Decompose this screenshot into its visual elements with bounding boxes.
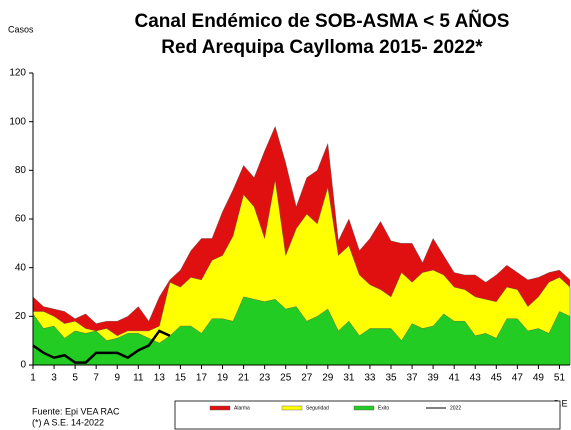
y-axis-label: Casos: [8, 24, 34, 34]
x-tick-label: 15: [175, 373, 187, 384]
chart-title: Canal Endémico de SOB-ASMA < 5 AÑOS: [135, 10, 510, 32]
x-tick-label: 47: [512, 373, 524, 384]
x-tick-label: 25: [280, 373, 292, 384]
x-tick-label: 23: [259, 373, 271, 384]
x-tick-label: 31: [343, 373, 355, 384]
area: [32, 180, 571, 366]
y-tick-label: 60: [15, 214, 27, 225]
x-tick-label: 39: [428, 373, 440, 384]
x-tick-label: 37: [406, 373, 418, 384]
x-tick-label: 1: [30, 373, 36, 384]
x-tick-label: 43: [470, 373, 482, 384]
y-tick-label: 80: [15, 165, 27, 176]
legend-label: Seguridad: [306, 405, 329, 411]
x-tick-label: 9: [114, 373, 120, 384]
y-tick-label: 40: [15, 262, 27, 273]
x-tick-label: 35: [385, 373, 397, 384]
legend-label: Exito: [378, 405, 389, 411]
x-tick-label: 3: [51, 373, 57, 384]
y-tick-label: 120: [9, 68, 26, 79]
legend-swatch: [353, 405, 375, 411]
source-note: (*) A S.E. 14-2022: [32, 417, 104, 427]
y-tick-label: 20: [15, 311, 27, 322]
x-tick-label: 13: [154, 373, 166, 384]
area: [32, 296, 571, 366]
line: [32, 329, 171, 364]
source-note: Fuente: Epi VEA RAC: [32, 406, 120, 416]
x-tick-label: 29: [322, 373, 334, 384]
x-tick-label: 11: [133, 373, 144, 384]
chart-subtitle: Red Arequipa Caylloma 2015- 2022*: [161, 37, 483, 58]
x-tick-label: 49: [533, 373, 545, 384]
x-tick-label: 19: [217, 373, 229, 384]
y-tick-label: 100: [9, 116, 26, 127]
legend-swatch: [281, 405, 303, 411]
legend-label: 2022: [450, 405, 461, 411]
x-tick-label: 27: [301, 373, 313, 384]
y-tick-label: 0: [20, 360, 26, 371]
x-tick-label: 45: [491, 373, 503, 384]
x-tick-label: 7: [93, 373, 99, 384]
legend-label: Alarma: [234, 405, 250, 411]
x-tick-label: 41: [449, 373, 461, 384]
x-tick-label: 21: [238, 373, 250, 384]
x-tick-label: 5: [72, 373, 78, 384]
x-tick-label: 33: [364, 373, 376, 384]
legend-box: [174, 400, 561, 430]
x-tick-label: 51: [554, 373, 566, 384]
x-tick-label: 17: [196, 373, 208, 384]
legend-swatch: [209, 405, 231, 411]
